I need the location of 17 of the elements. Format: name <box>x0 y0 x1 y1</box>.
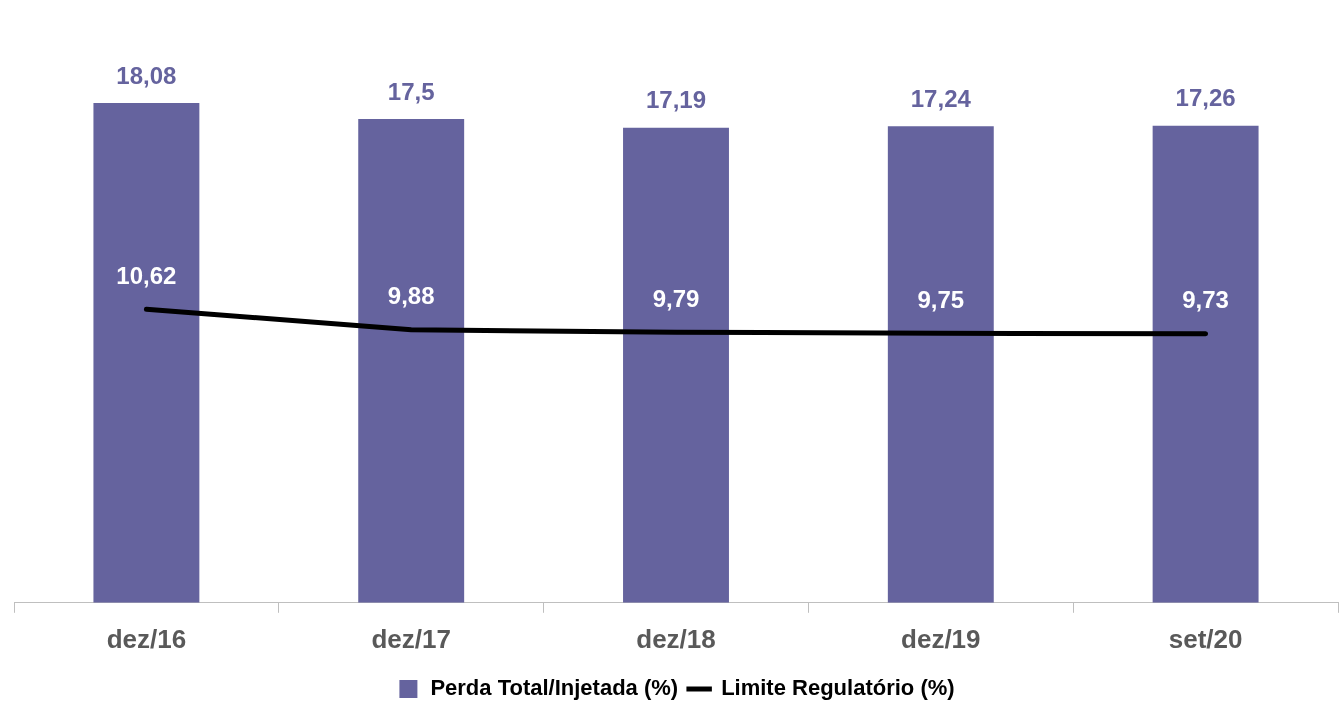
data-label: 17,19 <box>645 86 707 114</box>
data-label: 17,5 <box>387 77 435 105</box>
x-tick-label: dez/17 <box>371 623 451 654</box>
x-tick-label: set/20 <box>1168 623 1243 654</box>
legend-label: Limite Regulatório (%) <box>721 675 955 701</box>
data-label: 9,73 <box>1182 286 1229 314</box>
x-tick-label: dez/16 <box>106 623 187 654</box>
data-label: 9,88 <box>387 282 435 310</box>
data-label: 9,79 <box>652 284 700 312</box>
data-label: 10,62 <box>116 261 177 289</box>
x-tick-label: dez/19 <box>901 623 981 654</box>
legend-label: Perda Total/Injetada (%) <box>430 675 679 701</box>
data-label: 17,26 <box>1175 84 1236 112</box>
data-label: 9,75 <box>917 285 965 313</box>
data-label: 17,24 <box>910 84 972 112</box>
data-label: 18,08 <box>116 61 177 89</box>
x-tick-label: dez/18 <box>636 623 716 654</box>
